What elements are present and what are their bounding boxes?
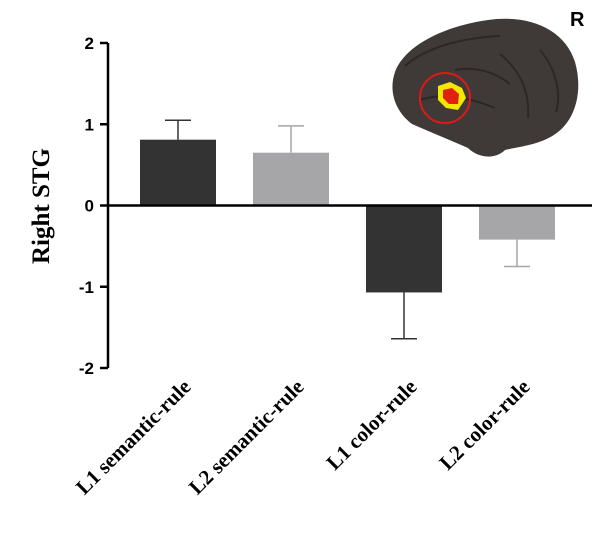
category-label-1: L1 semantic-rule [71, 375, 196, 500]
y-tick-label--2: -2 [79, 359, 94, 378]
axes-layer [100, 41, 592, 370]
activation-blob [438, 82, 466, 110]
hemisphere-label: R [570, 9, 585, 31]
category-label-4: L2 color-rule [434, 375, 534, 475]
brain-illustration [392, 18, 579, 157]
category-label-2: L2 semantic-rule [184, 375, 309, 500]
y-tick-label-1: 1 [85, 115, 94, 134]
y-tick-label--1: -1 [79, 278, 94, 297]
bar-2 [253, 152, 329, 206]
roi-circle [419, 72, 471, 124]
y-tick-label-0: 0 [85, 197, 94, 216]
y-axis-title: Right STG [28, 148, 55, 264]
bar-4 [479, 205, 555, 240]
y-tick-label-2: 2 [85, 34, 94, 53]
bar-1 [140, 139, 216, 206]
bars-layer [140, 119, 555, 340]
category-label-3: L1 color-rule [321, 375, 421, 475]
bar-3 [366, 205, 442, 293]
